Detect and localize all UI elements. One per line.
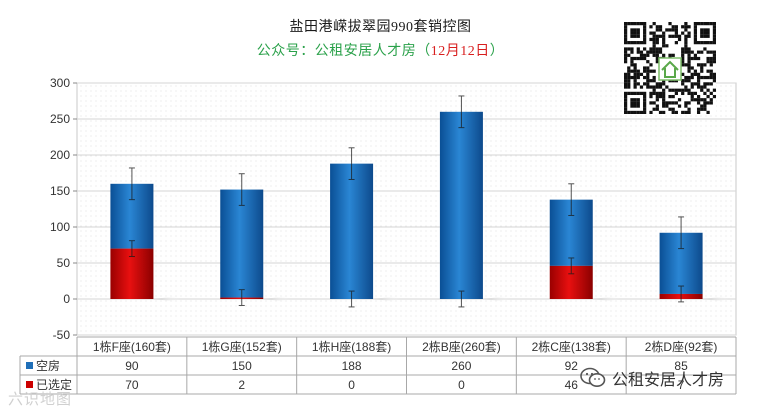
bar-shadow — [482, 296, 509, 302]
error-bar-total — [128, 167, 135, 201]
y-tick-label: 100 — [50, 220, 70, 234]
error-bar-selected — [568, 257, 575, 275]
y-tick-label: -50 — [53, 328, 71, 342]
plot-background — [76, 82, 737, 336]
table-cell: 90 — [125, 359, 139, 373]
error-bar-total — [238, 173, 245, 206]
table-cell: 188 — [342, 359, 362, 373]
table-cell: 2 — [238, 378, 245, 392]
error-bar-total — [568, 183, 575, 216]
error-bar-total — [348, 147, 355, 180]
bar-shadow — [592, 296, 619, 302]
y-tick-label: 0 — [63, 292, 70, 306]
chart-title: 盐田港嵘拔翠园990套销控图 — [289, 20, 472, 35]
bar-vacant — [220, 189, 264, 298]
error-bar-selected — [348, 290, 355, 308]
legend-swatch — [26, 381, 33, 388]
bar-shadow — [263, 296, 290, 302]
error-bar-selected — [678, 285, 685, 303]
error-bar-total — [458, 95, 465, 129]
table-cell: 85 — [674, 359, 688, 373]
y-tick-label: 300 — [50, 76, 70, 90]
bar-vacant — [439, 111, 483, 299]
subtitle-suffix: ） — [489, 44, 505, 59]
watermark-left: 六识地图 — [8, 391, 73, 408]
chart-subtitle: 公众号：公租安居人才房（12月12日） — [0, 40, 761, 60]
table-cell: 0 — [348, 378, 355, 392]
x-category-label: 1栋F座(160套) — [93, 339, 171, 354]
x-category-label: 2栋C座(138套) — [532, 339, 611, 354]
home-icon — [658, 57, 682, 81]
bar-shadow — [702, 296, 729, 302]
y-tick-label: 200 — [50, 148, 70, 162]
bar-vacant — [330, 163, 374, 299]
y-tick-label: 150 — [50, 184, 70, 198]
table-cell: 260 — [451, 359, 471, 373]
error-bar-total — [678, 216, 685, 250]
table-cell: 92 — [565, 359, 579, 373]
table-cell: 7 — [678, 378, 685, 392]
chart-title-block: 盐田港嵘拔翠园990套销控图 公众号：公租安居人才房（12月12日） — [0, 16, 761, 60]
bar-shadow — [373, 296, 400, 302]
x-category-label: 2栋B座(260套) — [422, 339, 501, 354]
subtitle-date: 12月12日 — [430, 44, 490, 59]
wechat-watermark: 公租安居人才房 — [580, 366, 724, 390]
wechat-account-name: 公租安居人才房 — [612, 372, 725, 389]
x-category-label: 1栋H座(188套) — [312, 339, 391, 354]
y-tick-label: 50 — [57, 256, 71, 270]
x-category-label: 2栋D座(92套) — [645, 339, 718, 354]
table-cell: 150 — [232, 359, 252, 373]
bar-shadow — [153, 296, 180, 302]
legend-swatch — [26, 362, 33, 369]
data-table: 1栋F座(160套) 1栋G座(152套) 1栋H座(188套) 2栋B座(260套)… — [19, 336, 737, 395]
y-tick-label: 250 — [50, 112, 70, 126]
table-cell: 46 — [565, 378, 579, 392]
y-axis-ticks: 300 250 200 150 100 50 0 -50 — [50, 76, 77, 342]
wechat-icon — [580, 367, 606, 387]
error-bar-selected — [128, 240, 135, 258]
error-bar-selected — [458, 290, 465, 308]
legend-label: 空房 — [36, 358, 60, 373]
legend-label: 已选定 — [36, 377, 72, 392]
table-cell: 0 — [458, 378, 465, 392]
error-bar-selected — [238, 289, 245, 306]
bar-series — [110, 95, 729, 308]
qr-code-icon — [624, 22, 716, 114]
x-category-label: 1栋G座(152套) — [202, 339, 282, 354]
subtitle-prefix: 公众号：公租安居人才房（ — [256, 44, 431, 59]
table-cell: 70 — [125, 378, 139, 392]
